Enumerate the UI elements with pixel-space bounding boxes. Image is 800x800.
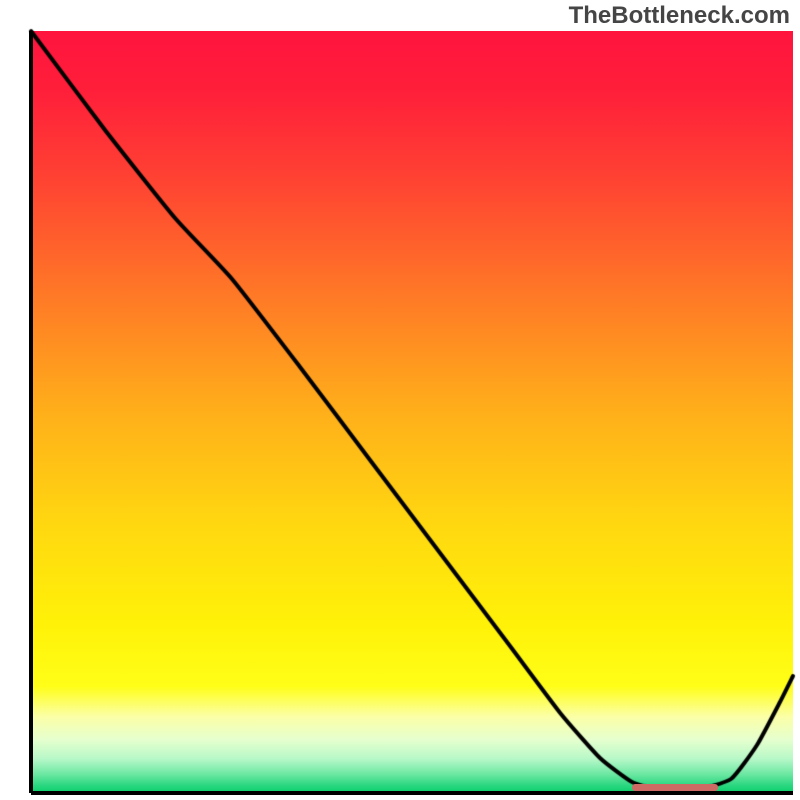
attribution-link[interactable]: TheBottleneck.com bbox=[569, 2, 790, 30]
bottleneck-curve bbox=[0, 0, 800, 800]
attribution-text: TheBottleneck.com bbox=[569, 2, 790, 29]
chart-container: TheBottleneck.com bbox=[0, 0, 800, 800]
x-axis-line bbox=[31, 791, 793, 795]
y-axis-line bbox=[29, 31, 33, 793]
watermark-bar bbox=[632, 784, 718, 791]
